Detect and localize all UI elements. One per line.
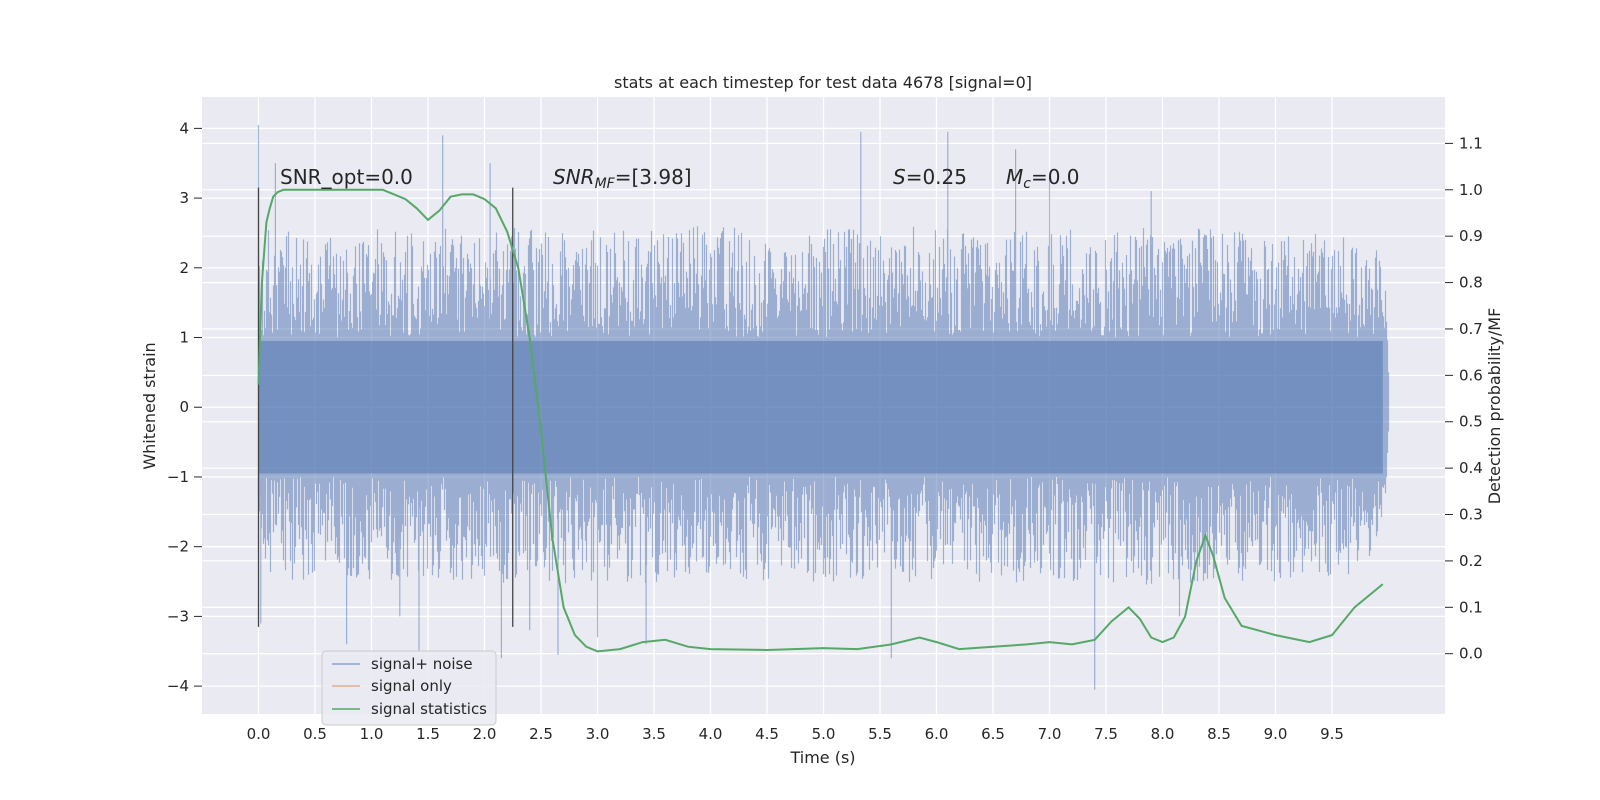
x-tick-label: 5.0 [812,725,836,743]
x-tick-label: 7.0 [1038,725,1062,743]
x-tick-label: 9.0 [1264,725,1288,743]
y-tick-label: 4 [179,119,189,137]
x-tick-label: 8.0 [1151,725,1175,743]
legend-entry-signal-only: signal only [371,677,452,695]
x-tick-label: 3.0 [586,725,610,743]
annotation-s: S=0.25 [893,165,967,189]
noise-series [257,124,1390,690]
x-tick-label: 4.5 [755,725,779,743]
x-tick-label: 6.5 [981,725,1005,743]
x-tick-label: 2.0 [473,725,497,743]
legend-box [321,650,497,726]
y2-tick-label: 0.8 [1459,274,1483,292]
y2-tick-label: 0.4 [1459,459,1483,477]
tick-labels: 0.0 0.5 1.0 1.5 2.0 2.5 3.0 3.5 4.0 4.5 5.0 5.5 6.0 6… [167,119,1483,743]
y-tick-label: 0 [179,398,189,416]
statistics-series [257,188,1384,653]
y2-tick-label: 0.1 [1459,598,1483,616]
x-tick-label: 6.0 [925,725,949,743]
y2-axis-label: Detection probability/MF [1485,308,1504,505]
y2-tick-label: 0.9 [1459,227,1483,245]
statistics-line [257,188,1384,653]
x-tick-label: 0.5 [303,725,327,743]
y-tick-label: −2 [167,538,189,556]
y2-tick-label: 1.1 [1459,134,1483,152]
y-tick-label: 2 [179,259,189,277]
y2-tick-label: 0.7 [1459,320,1483,338]
y-tick-label: −1 [167,468,189,486]
y2-tick-label: 1.0 [1459,181,1483,199]
y-tick-label: −4 [167,677,189,695]
x-tick-label: 3.5 [642,725,666,743]
y-tick-label: −3 [167,607,189,625]
y2-tick-label: 0.0 [1459,645,1483,663]
y2-tick-label: 0.3 [1459,506,1483,524]
legend-entry-signal-noise: signal+ noise [371,655,473,673]
x-tick-label: 1.5 [416,725,440,743]
legend: signal+ noise signal only signal statist… [321,650,497,726]
y2-tick-label: 0.5 [1459,413,1483,431]
x-tick-label: 9.5 [1320,725,1344,743]
x-tick-label: 4.0 [699,725,723,743]
x-tick-label: 1.0 [360,725,384,743]
y-axis-label: Whitened strain [140,342,159,469]
y2-tick-label: 0.6 [1459,366,1483,384]
x-tick-label: 7.5 [1094,725,1118,743]
noise-core [258,341,1383,474]
annotation-mc: Mc=0.0 [1006,165,1080,192]
x-axis-label: Time (s) [789,748,855,767]
x-tick-label: 0.0 [247,725,271,743]
x-tick-label: 2.5 [529,725,553,743]
x-tick-label: 5.5 [868,725,892,743]
y-tick-label: 3 [179,189,189,207]
y-tick-label: 1 [179,329,189,347]
x-tick-label: 8.5 [1207,725,1231,743]
y2-tick-label: 0.2 [1459,552,1483,570]
chart-title: stats at each timestep for test data 467… [614,73,1032,92]
annotation-snr-opt: SNR_opt=0.0 [280,165,413,189]
annotation-snr-mf: SNRMF=[3.98] [553,165,692,192]
legend-entry-signal-statistics: signal statistics [371,700,487,718]
vertical-markers [257,187,514,627]
